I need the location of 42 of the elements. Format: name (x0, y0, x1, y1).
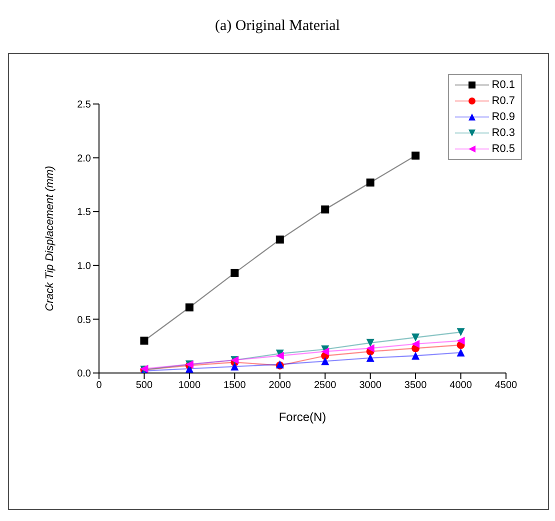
point (412, 152, 420, 160)
x-tick-label: 1000 (178, 380, 202, 392)
y-tick-label: 2.5 (77, 100, 92, 111)
legend-label: R0.9 (492, 111, 515, 123)
point (412, 352, 420, 360)
point (412, 333, 420, 342)
point (366, 178, 374, 187)
point (140, 336, 148, 345)
point (185, 303, 194, 312)
legend-label: R0.7 (492, 95, 515, 107)
point (276, 236, 284, 244)
x-tick-label: 2000 (268, 380, 292, 392)
x-tick-label: 4000 (450, 380, 472, 392)
y-tick-label: 0.5 (77, 314, 92, 326)
point (230, 268, 239, 277)
point (412, 340, 420, 348)
x-tick-label: 3000 (359, 380, 382, 392)
x-tick-label: 1500 (224, 380, 246, 392)
point (456, 336, 465, 345)
y-axis-title: Crack Tip Displacement (mm) (44, 165, 56, 312)
x-tick-label: 0 (96, 380, 102, 392)
y-tick-label: 1.5 (77, 207, 92, 218)
point (366, 354, 374, 362)
point (456, 328, 465, 336)
y-tick-label: 2.0 (77, 153, 92, 164)
x-tick-label: 500 (136, 380, 153, 392)
x-tick-label: 2500 (314, 380, 337, 392)
point (366, 344, 374, 352)
y-tick-label: 1.0 (77, 260, 92, 272)
legend-label: R0.3 (492, 127, 515, 139)
x-axis-title: Force(N) (278, 410, 326, 424)
legend-label: R0.1 (492, 79, 515, 91)
point (321, 357, 330, 366)
point (366, 338, 374, 347)
x-tick-label: 4500 (494, 380, 518, 392)
point (321, 205, 330, 214)
y-tick-label: 0.0 (77, 368, 92, 380)
legend-label: R0.5 (492, 143, 515, 155)
chart-title: (a) Original Material (214, 18, 341, 35)
point (230, 362, 239, 371)
x-tick-label: 3500 (404, 380, 428, 392)
point (456, 348, 465, 357)
